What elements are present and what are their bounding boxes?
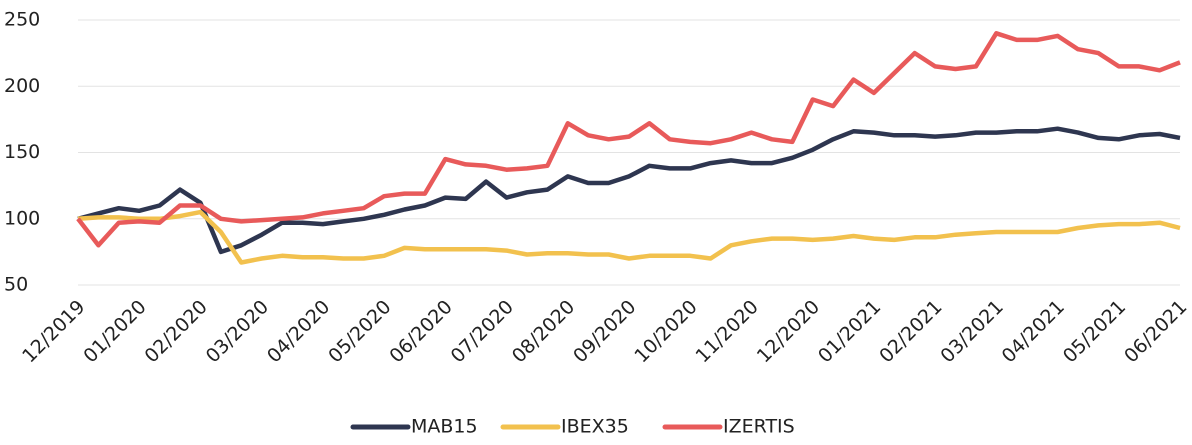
legend-label: IBEX35 — [561, 416, 629, 438]
x-tick-label: 08/2020 — [508, 296, 579, 367]
x-tick-label: 03/2021 — [936, 296, 1007, 367]
x-tick-label: 11/2020 — [692, 296, 763, 367]
x-tick-label: 04/2020 — [263, 296, 334, 367]
y-tick-label: 100 — [4, 207, 40, 229]
x-tick-label: 01/2020 — [79, 296, 150, 367]
x-tick-label: 03/2020 — [202, 296, 273, 367]
x-tick-label: 02/2020 — [141, 296, 212, 367]
x-tick-label: 10/2020 — [630, 296, 701, 367]
x-tick-label: 06/2020 — [385, 296, 456, 367]
y-tick-label: 250 — [4, 9, 40, 31]
x-tick-label: 05/2020 — [324, 296, 395, 367]
y-tick-label: 200 — [4, 75, 40, 97]
legend-label: IZERTIS — [723, 416, 795, 438]
legend-label: MAB15 — [411, 416, 478, 438]
x-tick-label: 09/2020 — [569, 296, 640, 367]
x-tick-label: 12/2019 — [18, 296, 89, 367]
x-tick-label: 05/2021 — [1059, 296, 1130, 367]
line-series — [76, 31, 1181, 248]
x-tick-label: 06/2021 — [1120, 296, 1191, 367]
x-tick-label: 12/2020 — [753, 296, 824, 367]
line-series — [77, 126, 1181, 255]
y-tick-label: 150 — [4, 141, 40, 163]
x-tick-label: 04/2021 — [998, 296, 1069, 367]
x-tick-label: 02/2021 — [875, 296, 946, 367]
x-tick-label: 01/2021 — [814, 296, 885, 367]
y-tick-label: 50 — [4, 274, 28, 296]
line-series — [77, 209, 1181, 265]
x-tick-label: 07/2020 — [447, 296, 518, 367]
